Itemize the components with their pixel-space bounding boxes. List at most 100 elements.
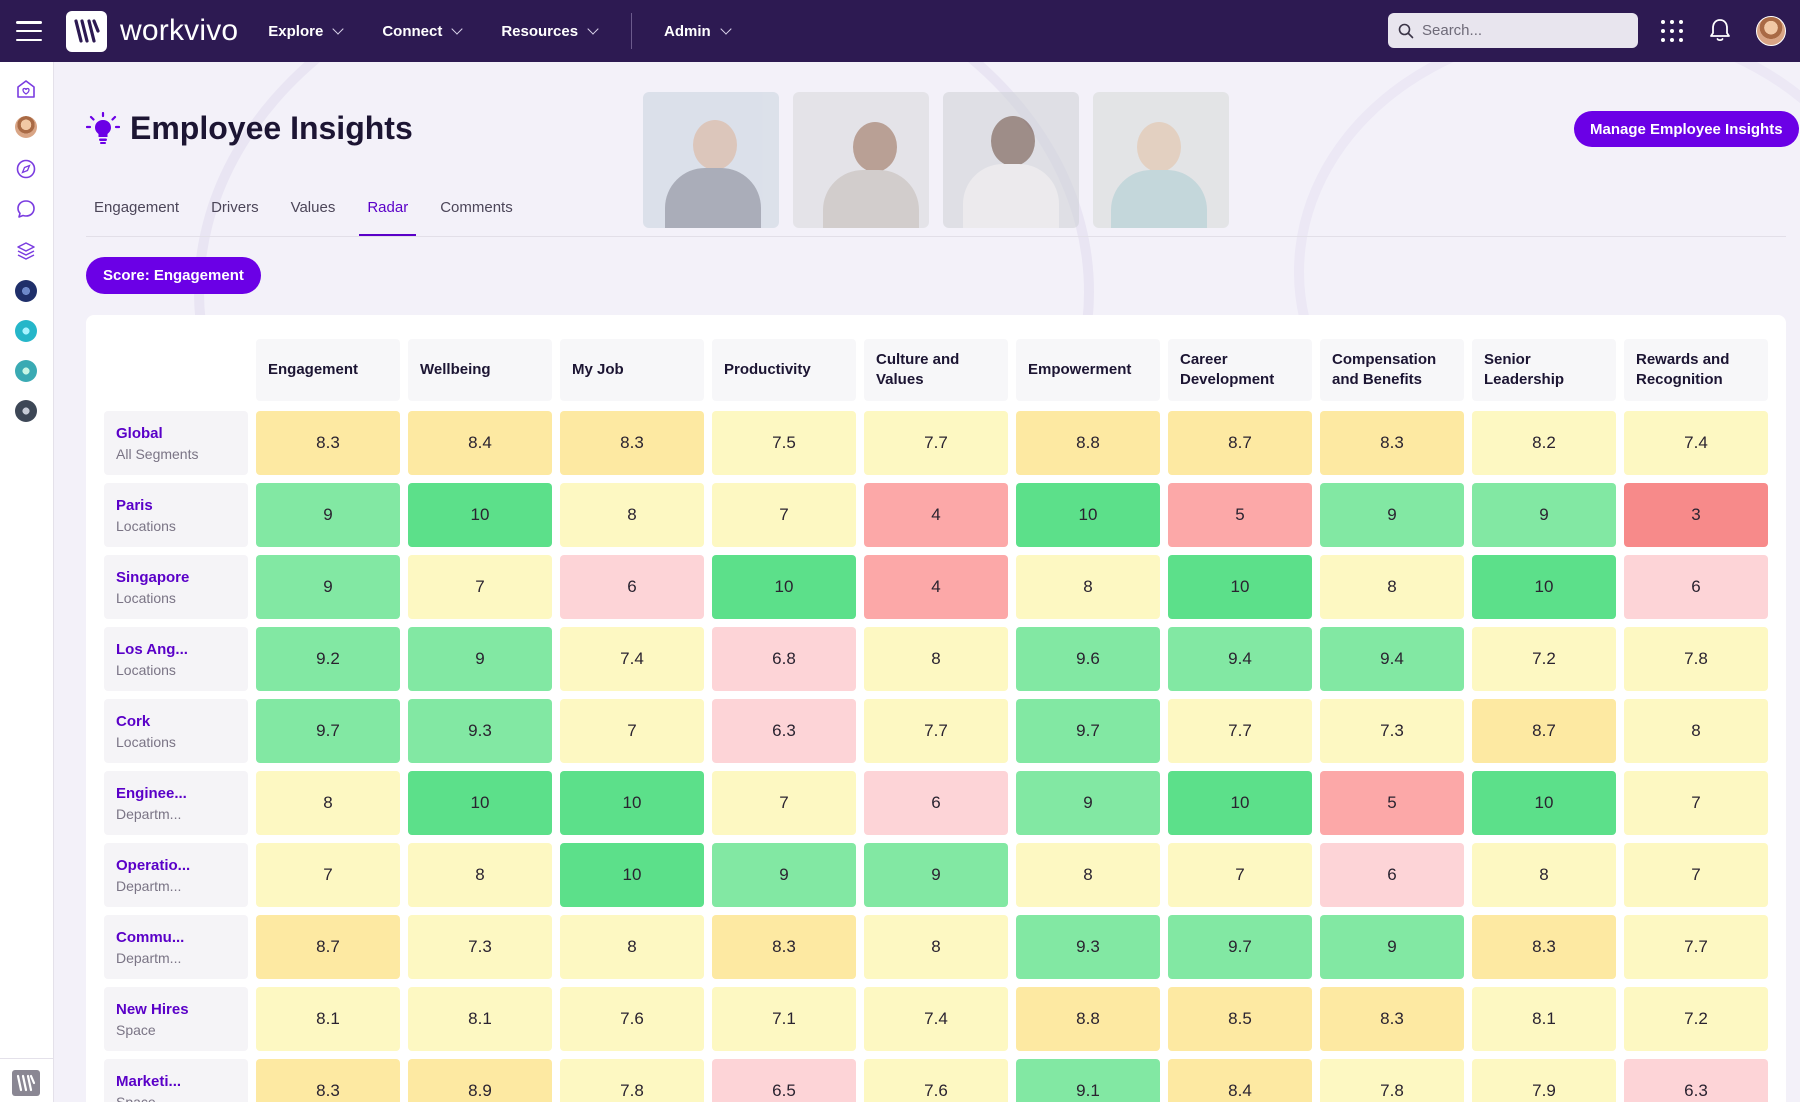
heatmap-cell[interactable]: 10 [560,771,704,835]
space-icon-navy[interactable] [15,280,37,302]
heatmap-cell[interactable]: 8 [864,627,1008,691]
heatmap-cell[interactable]: 7.1 [712,987,856,1051]
heatmap-cell[interactable]: 10 [1472,771,1616,835]
nav-connect[interactable]: Connect [382,23,463,40]
chat-icon[interactable] [15,198,37,220]
heatmap-cell[interactable]: 10 [1168,555,1312,619]
heatmap-cell[interactable]: 8 [408,843,552,907]
heatmap-cell[interactable]: 7.9 [1472,1059,1616,1102]
heatmap-cell[interactable]: 6 [1624,555,1768,619]
heatmap-cell[interactable]: 8 [1320,555,1464,619]
tab-comments[interactable]: Comments [440,199,513,216]
heatmap-cell[interactable]: 7.4 [1624,411,1768,475]
heatmap-cell[interactable]: 8.4 [1168,1059,1312,1102]
profile-avatar[interactable] [15,116,37,138]
tab-values[interactable]: Values [290,199,336,216]
heatmap-cell[interactable]: 8.2 [1472,411,1616,475]
score-filter-button[interactable]: Score: Engagement [86,257,261,294]
heatmap-cell[interactable]: 9 [408,627,552,691]
heatmap-cell[interactable]: 9 [712,843,856,907]
heatmap-cell[interactable]: 7 [408,555,552,619]
heatmap-cell[interactable]: 9.7 [1168,915,1312,979]
heatmap-cell[interactable]: 9.4 [1320,627,1464,691]
heatmap-cell[interactable]: 8.3 [256,411,400,475]
heatmap-cell[interactable]: 10 [1168,771,1312,835]
heatmap-cell[interactable]: 7.7 [864,699,1008,763]
space-icon-teal[interactable] [15,320,37,342]
heatmap-cell[interactable]: 7 [1624,843,1768,907]
tab-engagement[interactable]: Engagement [94,199,180,216]
heatmap-cell[interactable]: 9 [1016,771,1160,835]
heatmap-cell[interactable]: 8.3 [712,915,856,979]
heatmap-cell[interactable]: 8.7 [256,915,400,979]
heatmap-cell[interactable]: 9 [1320,915,1464,979]
heatmap-cell[interactable]: 5 [1168,483,1312,547]
heatmap-cell[interactable]: 9.7 [1016,699,1160,763]
tab-radar[interactable]: Radar [359,196,417,236]
tab-drivers[interactable]: Drivers [211,199,259,216]
heatmap-cell[interactable]: 8 [256,771,400,835]
nav-admin[interactable]: Admin [664,23,732,40]
heatmap-cell[interactable]: 7.7 [864,411,1008,475]
heatmap-cell[interactable]: 8 [1016,555,1160,619]
heatmap-cell[interactable]: 9 [256,483,400,547]
segment-label[interactable]: Global All Segments [104,411,248,475]
heatmap-cell[interactable]: 10 [1016,483,1160,547]
workvivo-small-logo-icon[interactable] [12,1070,40,1096]
heatmap-cell[interactable]: 8.3 [256,1059,400,1102]
heatmap-cell[interactable]: 7.6 [864,1059,1008,1102]
segment-label[interactable]: Marketi... Space [104,1059,248,1102]
heatmap-cell[interactable]: 9.4 [1168,627,1312,691]
heatmap-cell[interactable]: 7 [256,843,400,907]
compass-icon[interactable] [15,158,37,180]
segment-label[interactable]: Singapore Locations [104,555,248,619]
notification-bell-icon[interactable] [1708,17,1732,43]
segment-label[interactable]: Operatio... Departm... [104,843,248,907]
heatmap-cell[interactable]: 6.8 [712,627,856,691]
heatmap-cell[interactable]: 7 [560,699,704,763]
heatmap-cell[interactable]: 6.5 [712,1059,856,1102]
heatmap-cell[interactable]: 8.5 [1168,987,1312,1051]
heatmap-cell[interactable]: 9 [1320,483,1464,547]
segment-label[interactable]: Commu... Departm... [104,915,248,979]
heatmap-cell[interactable]: 6.3 [1624,1059,1768,1102]
heatmap-cell[interactable]: 7.7 [1624,915,1768,979]
heatmap-cell[interactable]: 3 [1624,483,1768,547]
heatmap-cell[interactable]: 6 [560,555,704,619]
heatmap-cell[interactable]: 8 [560,483,704,547]
heatmap-cell[interactable]: 7.8 [560,1059,704,1102]
heatmap-cell[interactable]: 9.2 [256,627,400,691]
space-icon-cyan[interactable] [15,360,37,382]
space-icon-gray[interactable] [15,400,37,422]
heatmap-cell[interactable]: 5 [1320,771,1464,835]
workvivo-logo-icon[interactable] [66,10,107,52]
heatmap-cell[interactable]: 10 [560,843,704,907]
heatmap-cell[interactable]: 10 [408,483,552,547]
heatmap-cell[interactable]: 10 [1472,555,1616,619]
heatmap-cell[interactable]: 8.8 [1016,987,1160,1051]
heatmap-cell[interactable]: 7.4 [560,627,704,691]
user-avatar[interactable] [1756,16,1786,46]
heatmap-cell[interactable]: 6.3 [712,699,856,763]
heatmap-cell[interactable]: 7.8 [1320,1059,1464,1102]
heatmap-cell[interactable]: 8.1 [408,987,552,1051]
segment-label[interactable]: Cork Locations [104,699,248,763]
brand-name[interactable]: workvivo [120,14,239,47]
heatmap-cell[interactable]: 8.3 [1472,915,1616,979]
heatmap-cell[interactable]: 9 [864,843,1008,907]
heatmap-cell[interactable]: 7.8 [1624,627,1768,691]
heatmap-cell[interactable]: 8.9 [408,1059,552,1102]
heatmap-cell[interactable]: 6 [1320,843,1464,907]
heatmap-cell[interactable]: 7 [1168,843,1312,907]
nav-explore[interactable]: Explore [268,23,344,40]
segment-label[interactable]: Enginee... Departm... [104,771,248,835]
heatmap-cell[interactable]: 6 [864,771,1008,835]
heatmap-cell[interactable]: 9.6 [1016,627,1160,691]
heatmap-cell[interactable]: 7.4 [864,987,1008,1051]
layers-icon[interactable] [15,240,37,262]
heatmap-cell[interactable]: 8.8 [1016,411,1160,475]
heatmap-cell[interactable]: 8 [1624,699,1768,763]
heatmap-cell[interactable]: 9.3 [1016,915,1160,979]
heatmap-cell[interactable]: 4 [864,483,1008,547]
search-input[interactable] [1422,22,1622,39]
